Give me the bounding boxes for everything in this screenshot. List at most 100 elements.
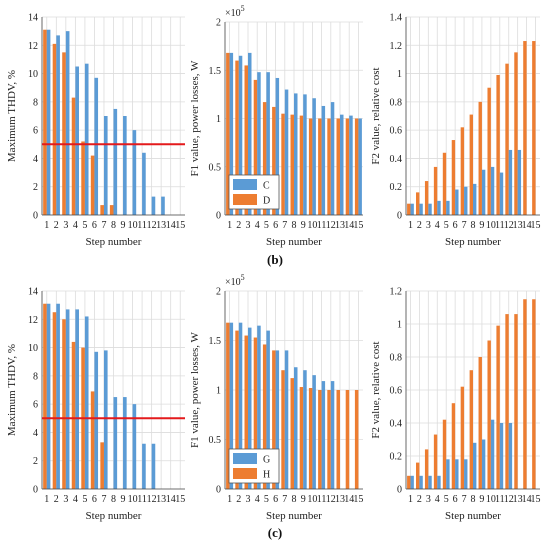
bar-orange	[308, 118, 313, 215]
x-tick-label: 7	[282, 220, 287, 231]
bar-blue	[248, 327, 252, 489]
bar-blue	[161, 196, 165, 215]
x-tick-label: 5	[264, 220, 269, 231]
x-tick-label: 14	[522, 220, 532, 231]
x-tick-label: 3	[63, 494, 68, 505]
bar-blue	[410, 203, 414, 215]
bar-blue	[132, 404, 137, 489]
x-axis-label: Step number	[86, 236, 142, 248]
x-tick-label: 12	[504, 220, 514, 231]
x-tick-label: 2	[54, 494, 59, 505]
bar-blue	[56, 303, 60, 489]
x-tick-label: 10	[128, 220, 138, 231]
x-tick-label: 2	[54, 220, 59, 231]
bar-orange	[253, 79, 258, 216]
chart-6: 00.20.40.60.811.21 2 3 4 5 6 7 8 9 10 11 12131415St…	[370, 287, 541, 523]
bar-orange	[244, 335, 248, 489]
x-tick-label: 9	[121, 494, 126, 505]
bar-orange	[262, 344, 267, 489]
bar-blue	[428, 203, 432, 215]
bar-blue	[340, 114, 344, 215]
bar-blue	[103, 350, 108, 489]
bar-orange	[226, 52, 230, 215]
bar-blue	[330, 381, 335, 489]
legend-label: D	[263, 196, 270, 207]
bar-orange	[100, 205, 104, 215]
x-tick-label: 4	[73, 494, 78, 505]
bar-blue	[94, 77, 99, 215]
bar-orange	[523, 299, 527, 489]
x-tick-label: 9	[479, 220, 484, 231]
bar-orange	[469, 370, 473, 489]
y-tick-label: 8	[33, 97, 38, 108]
bar-blue	[358, 118, 362, 215]
x-tick-label: 13	[335, 494, 345, 505]
bar-orange	[290, 378, 294, 489]
y-tick-label: 2	[33, 182, 38, 193]
bar-blue	[481, 169, 486, 215]
bar-orange	[354, 118, 359, 215]
x-tick-label: 4	[73, 220, 78, 231]
bar-blue	[349, 115, 353, 215]
bar-orange	[424, 181, 429, 215]
bar-orange	[43, 303, 47, 489]
x-tick-label: 10	[307, 494, 317, 505]
x-tick-label: 5	[264, 494, 269, 505]
x-tick-label: 15	[531, 494, 541, 505]
y-tick-label: 2	[216, 287, 221, 298]
x-tick-label: 5	[444, 220, 449, 231]
x-axis-label: Step number	[86, 510, 142, 522]
x-tick-label: 14	[344, 494, 354, 505]
x-tick-label: 15	[353, 494, 363, 505]
x-tick-label: 7	[282, 494, 287, 505]
x-tick-label: 8	[471, 494, 476, 505]
bar-orange	[281, 113, 285, 215]
bar-orange	[327, 390, 331, 489]
bar-blue	[257, 325, 261, 489]
bar-blue	[303, 94, 307, 215]
bar-orange	[308, 388, 313, 489]
bar-orange	[505, 314, 509, 489]
bar-orange	[345, 118, 350, 215]
x-tick-label: 8	[292, 494, 297, 505]
bar-blue	[248, 52, 252, 215]
y-tick-label: 0.5	[209, 162, 222, 173]
y-tick-label: 0	[397, 485, 402, 496]
x-tick-label: 12	[504, 494, 514, 505]
bar-blue	[419, 475, 423, 489]
bar-orange	[451, 140, 456, 215]
y-tick-label: 1.4	[390, 13, 403, 24]
y-tick-label: 1.2	[390, 41, 403, 52]
x-tick-label: 14	[522, 494, 532, 505]
bar-blue	[94, 351, 99, 489]
bar-orange	[424, 449, 429, 489]
bar-blue	[123, 397, 127, 489]
y-tick-label: 4	[33, 428, 38, 439]
bar-orange	[318, 118, 322, 215]
bar-blue	[75, 309, 79, 489]
bar-orange	[336, 390, 340, 489]
bar-orange	[532, 299, 536, 489]
x-tick-label: 1	[408, 220, 413, 231]
x-tick-label: 11	[137, 494, 147, 505]
x-tick-label: 1	[44, 220, 49, 231]
y-tick-label: 6	[33, 126, 38, 137]
bar-orange	[318, 390, 322, 489]
bar-orange	[244, 65, 248, 215]
bar-blue	[238, 55, 243, 216]
bar-orange	[487, 340, 491, 489]
x-tick-label: 3	[246, 220, 251, 231]
x-tick-label: 13	[513, 494, 523, 505]
bar-blue	[151, 196, 156, 215]
bar-blue	[517, 149, 522, 215]
bar-orange	[52, 43, 57, 215]
x-tick-label: 11	[495, 220, 505, 231]
x-tick-label: 4	[255, 220, 260, 231]
y-tick-label: 2	[33, 456, 38, 467]
y-tick-label: 0.2	[390, 182, 403, 193]
bar-blue	[84, 63, 89, 215]
y-axis-label: Maximum THDV, %	[6, 344, 18, 436]
y-tick-label: 12	[28, 41, 38, 52]
bar-blue	[113, 108, 118, 215]
bar-orange	[299, 115, 304, 215]
